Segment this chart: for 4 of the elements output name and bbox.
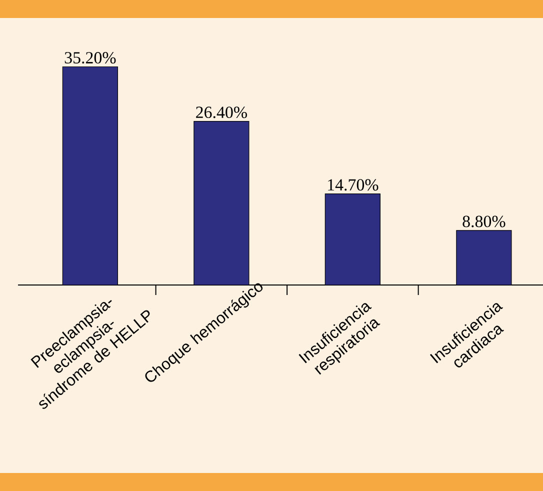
data-label: 14.70% — [328, 179, 378, 191]
data-label: 26.40% — [196, 106, 247, 118]
data-label: 35.20% — [64, 52, 116, 64]
data-label: 8.80% — [462, 216, 506, 228]
